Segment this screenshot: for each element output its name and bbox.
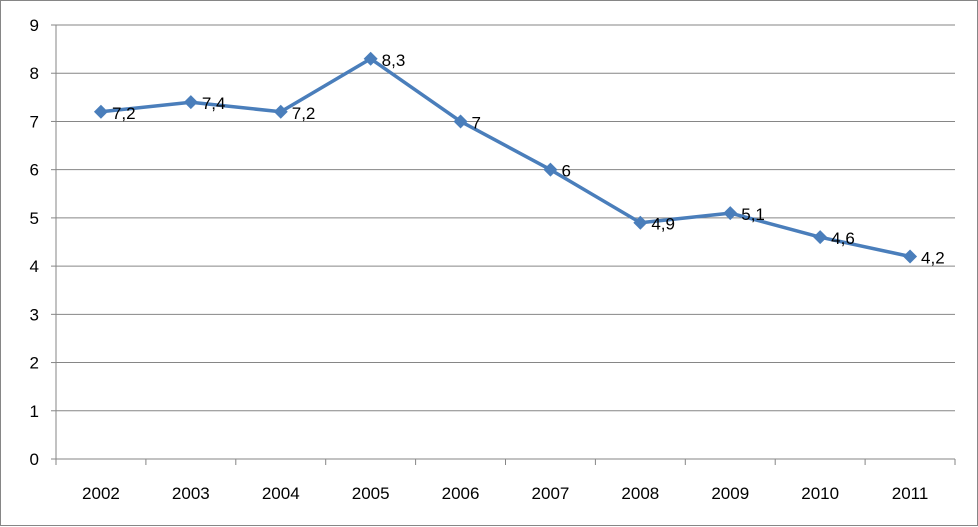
series-line: [99, 57, 912, 259]
y-tick-label: 4: [30, 257, 39, 276]
data-label-2009: 5,1: [741, 205, 765, 224]
data-label-2006: 7: [472, 113, 481, 132]
y-tick-label: 5: [30, 209, 39, 228]
y-tick-label: 8: [30, 64, 39, 83]
x-tick-label-2004: 2004: [262, 484, 300, 503]
y-tick-label: 7: [30, 112, 39, 131]
data-point-2004: [273, 104, 288, 119]
x-tick-label-2002: 2002: [82, 484, 120, 503]
data-point-2006: [453, 114, 468, 129]
x-tick-label-2006: 2006: [442, 484, 480, 503]
data-point-2007: [543, 162, 558, 177]
data-label-2005: 8,3: [382, 51, 406, 70]
y-tick-label: 9: [30, 16, 39, 35]
data-label-2007: 6: [561, 162, 570, 181]
x-tick-label-2007: 2007: [532, 484, 570, 503]
data-label-2004: 7,2: [292, 104, 316, 123]
axes: 0 1 2 3 4 5 6 7 8 9 2002 2003 2004 2005 2006 2007 2008 20…: [30, 16, 956, 503]
x-tick-label-2008: 2008: [621, 484, 659, 503]
y-tick-label: 6: [30, 161, 39, 180]
y-tick-label: 2: [30, 354, 39, 373]
data-point-2009: [723, 206, 738, 221]
data-label-2010: 4,6: [831, 229, 855, 248]
data-point-2011: [903, 249, 918, 264]
series-layer: [93, 51, 918, 264]
x-tick-label-2003: 2003: [172, 484, 210, 503]
x-tick-label-2011: 2011: [892, 484, 929, 503]
y-tick-label: 0: [30, 450, 39, 469]
x-tick-label-2009: 2009: [711, 484, 749, 503]
data-point-2003: [183, 95, 198, 110]
data-label-2002: 7,2: [112, 104, 136, 123]
data-point-2002: [93, 104, 108, 119]
data-label-2008: 4,9: [651, 215, 675, 234]
data-point-2008: [633, 215, 648, 230]
y-tick-label: 3: [30, 305, 39, 324]
data-point-2010: [813, 230, 828, 245]
x-tick-label-2005: 2005: [352, 484, 390, 503]
y-tick-label: 1: [30, 402, 39, 421]
data-labels: 7,2 7,4 7,2 8,3 7 6 4,9 5,1 4,6 4,2: [112, 51, 945, 268]
gridlines: [56, 24, 955, 412]
data-label-2011: 4,2: [921, 248, 945, 267]
data-point-2005: [363, 51, 378, 66]
data-label-2003: 7,4: [202, 94, 226, 113]
x-tick-label-2010: 2010: [801, 484, 839, 503]
